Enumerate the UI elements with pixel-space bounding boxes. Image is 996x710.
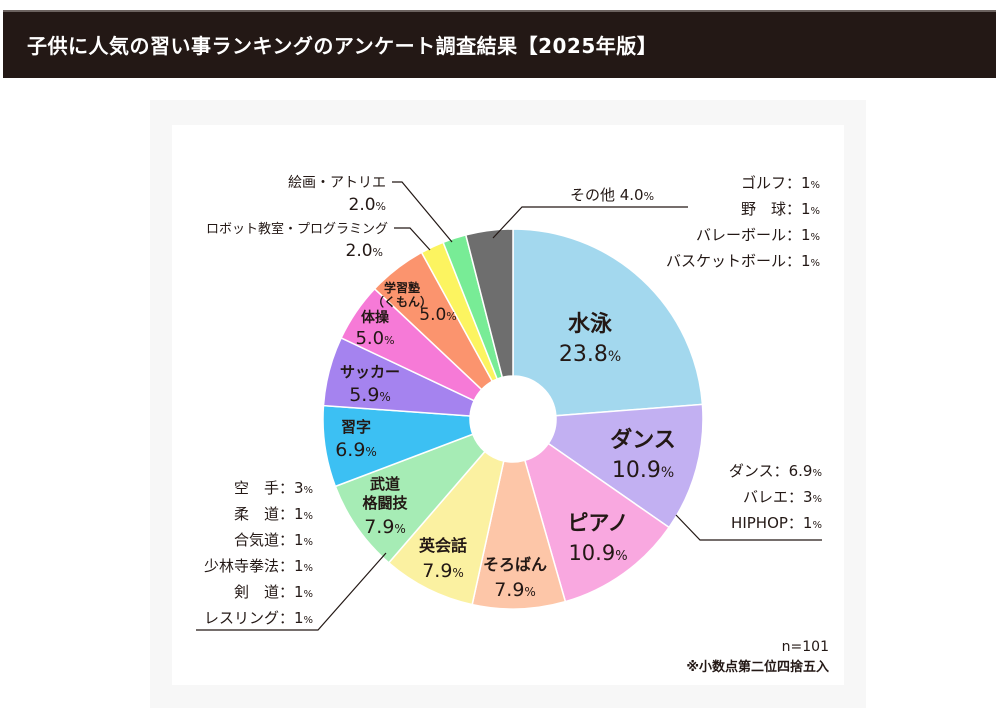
leader-line-art [392, 181, 453, 243]
slice-value-4: 7.9% [422, 560, 464, 582]
slice-label-4: 英会話 [418, 536, 467, 555]
chart-slices [150, 100, 866, 708]
slice-value-10: 2.0% [346, 241, 384, 261]
pie-slice-5 [334, 433, 486, 564]
sample-size-note: n=101 [782, 639, 829, 655]
other-breakdown-item-3: バスケットボール：1% [666, 252, 820, 270]
slice-value-1: 10.9% [612, 458, 674, 483]
slice-label-2: ピアノ [567, 511, 628, 535]
slice-value-6: 6.9% [335, 439, 377, 461]
other-breakdown-item-1: 野 球：1% [741, 200, 820, 218]
header-bar: 子供に人気の習い事ランキングのアンケート調査結果【2025年版】 [3, 10, 996, 78]
pie-slice-2 [523, 442, 671, 603]
slice-label-0: 水泳 [568, 312, 613, 337]
leader-line-robot [394, 227, 431, 251]
chart-labels: 水泳 23.8% ダンス 10.9% ピアノ 10.9% そろばん 7.9% 英会話 7.9% 武道… [204, 174, 829, 675]
martial-breakdown-item-5: レスリング：1% [204, 609, 313, 627]
slice-label-7: サッカー [340, 363, 400, 381]
slice-label-6: 習字 [341, 418, 371, 436]
slice-value-9: 5.0% [419, 305, 457, 325]
leader-line-dance [675, 514, 822, 541]
slice-value-5: 7.9% [364, 516, 406, 538]
slice-label-10: ロボット教室・プログラミング [206, 221, 388, 237]
slice-value-8: 5.0% [355, 328, 394, 349]
pie-slice-1 [547, 403, 704, 529]
slice-label-11: 絵画・アトリエ [288, 175, 386, 191]
pie-slice-4 [387, 450, 505, 606]
leader-line-other [492, 206, 688, 239]
martial-breakdown-item-1: 柔 道：1% [234, 505, 313, 523]
leader-lines [196, 181, 822, 631]
other-breakdown-item-2: バレーボール：1% [696, 226, 820, 244]
slice-value-2: 10.9% [568, 541, 627, 565]
slice-label-12: その他 4.0% [570, 186, 654, 204]
slice-value-3: 7.9% [494, 579, 536, 601]
slice-label-1: ダンス [610, 427, 676, 453]
slice-label-5: 武道格闘技 [362, 475, 408, 512]
slice-label-3: そろばん [483, 555, 547, 574]
slice-value-11: 2.0% [349, 195, 387, 215]
dance-breakdown-item-0: ダンス：6.9% [729, 462, 822, 480]
pie-slice-12 [464, 228, 514, 379]
slice-value-7: 5.9% [349, 384, 391, 406]
dance-breakdown-item-1: バレエ：3% [743, 488, 822, 506]
leader-line-martial [196, 552, 387, 631]
other-breakdown-item-0: ゴルフ：1% [741, 174, 820, 192]
rounding-note: ※小数点第二位四捨五入 [686, 659, 829, 675]
slice-label-8: 体操 [361, 309, 390, 326]
martial-breakdown-item-2: 合気道：1% [234, 531, 313, 549]
slice-label-9: 学習塾（くもん） [372, 280, 432, 309]
pie-slice-3 [471, 459, 567, 610]
martial-breakdown-item-0: 空 手：3% [234, 479, 313, 497]
martial-breakdown-item-4: 剣 道：1% [234, 583, 313, 601]
slice-value-0: 23.8% [559, 342, 621, 367]
page-title: 子供に人気の習い事ランキングのアンケート調査結果【2025年版】 [27, 34, 658, 58]
martial-breakdown-item-3: 少林寺拳法：1% [204, 557, 313, 575]
pie-slice-0 [512, 228, 704, 417]
dance-breakdown-item-2: HIPHOP：1% [731, 514, 822, 532]
